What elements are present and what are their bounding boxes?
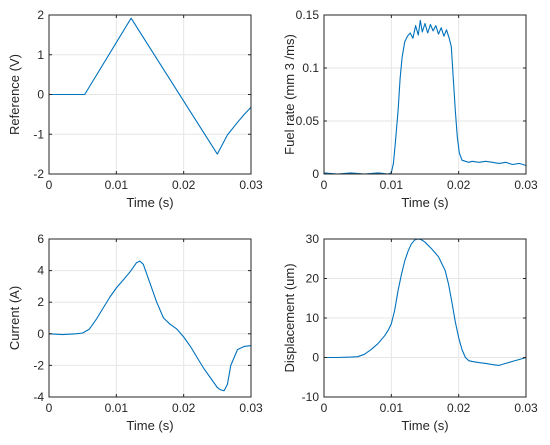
y-tick-label: -2 (33, 167, 44, 181)
series-line (323, 19, 527, 175)
panel-2: 0 0.01 0.02 0.03 0 0.05 0.1 0.15 Time (s) Fuel ra… (282, 8, 538, 210)
y-tick-label: -2 (33, 358, 44, 372)
y-tick-label: -1 (33, 127, 44, 141)
y-tick-label: 10 (306, 311, 320, 325)
x-axis-label: Time (s) (401, 418, 448, 433)
x-tick-label: 0.03 (514, 178, 538, 192)
y-axis-label: Reference (V) (7, 54, 22, 135)
y-axis-label: Fuel rate (mm 3 /ms) (282, 34, 297, 155)
x-tick-label: 0 (46, 178, 53, 192)
y-tick-label: 0.15 (296, 8, 320, 22)
x-tick-label: 0.01 (380, 178, 404, 192)
x-tick-label: 0.03 (239, 178, 263, 192)
x-tick-label: 0.02 (447, 178, 471, 192)
y-tick-label: 30 (306, 232, 320, 246)
y-tick-label: 6 (37, 232, 44, 246)
x-axis-label: Time (s) (401, 195, 448, 210)
x-axis-label: Time (s) (126, 195, 173, 210)
y-tick-label: 0.1 (302, 61, 319, 75)
y-tick-label: -10 (302, 390, 320, 404)
axes-box (323, 14, 527, 175)
series-line (48, 260, 252, 392)
x-tick-label: 0.02 (172, 401, 196, 415)
series-line (49, 17, 252, 155)
x-tick-label: 0.01 (105, 401, 129, 415)
y-tick-label: 2 (37, 8, 44, 22)
y-tick-label: 20 (306, 272, 320, 286)
y-axis-label: Displacement (um) (282, 263, 297, 372)
y-axis-label: Current (A) (7, 286, 22, 350)
panel-3: 0 0.01 0.02 0.03 -4 -2 0 2 4 6 Time (s) Current (A) (7, 232, 263, 433)
x-tick-label: 0 (321, 401, 328, 415)
y-tick-label: 0 (37, 88, 44, 102)
y-tick-label: 0 (312, 351, 319, 365)
x-tick-label: 0.03 (514, 401, 538, 415)
x-tick-label: 0.01 (105, 178, 129, 192)
series-line (324, 238, 527, 366)
y-tick-label: -4 (33, 390, 44, 404)
x-axis-label: Time (s) (126, 418, 173, 433)
y-tick-label: 1 (37, 48, 44, 62)
x-tick-label: 0 (46, 401, 53, 415)
axes-box (48, 238, 252, 398)
x-tick-label: 0.03 (239, 401, 263, 415)
panel-1: 0 0.01 0.02 0.03 -2 -1 0 1 2 Time (s) Reference (V… (7, 8, 263, 210)
x-tick-label: 0.02 (172, 178, 196, 192)
x-tick-label: 0 (321, 178, 328, 192)
y-tick-label: 2 (37, 295, 44, 309)
y-tick-label: 0 (312, 167, 319, 181)
y-tick-label: 4 (37, 264, 44, 278)
y-tick-label: 0 (37, 327, 44, 341)
x-tick-label: 0.02 (447, 401, 471, 415)
x-tick-label: 0.01 (380, 401, 404, 415)
y-tick-label: 0.05 (296, 114, 320, 128)
